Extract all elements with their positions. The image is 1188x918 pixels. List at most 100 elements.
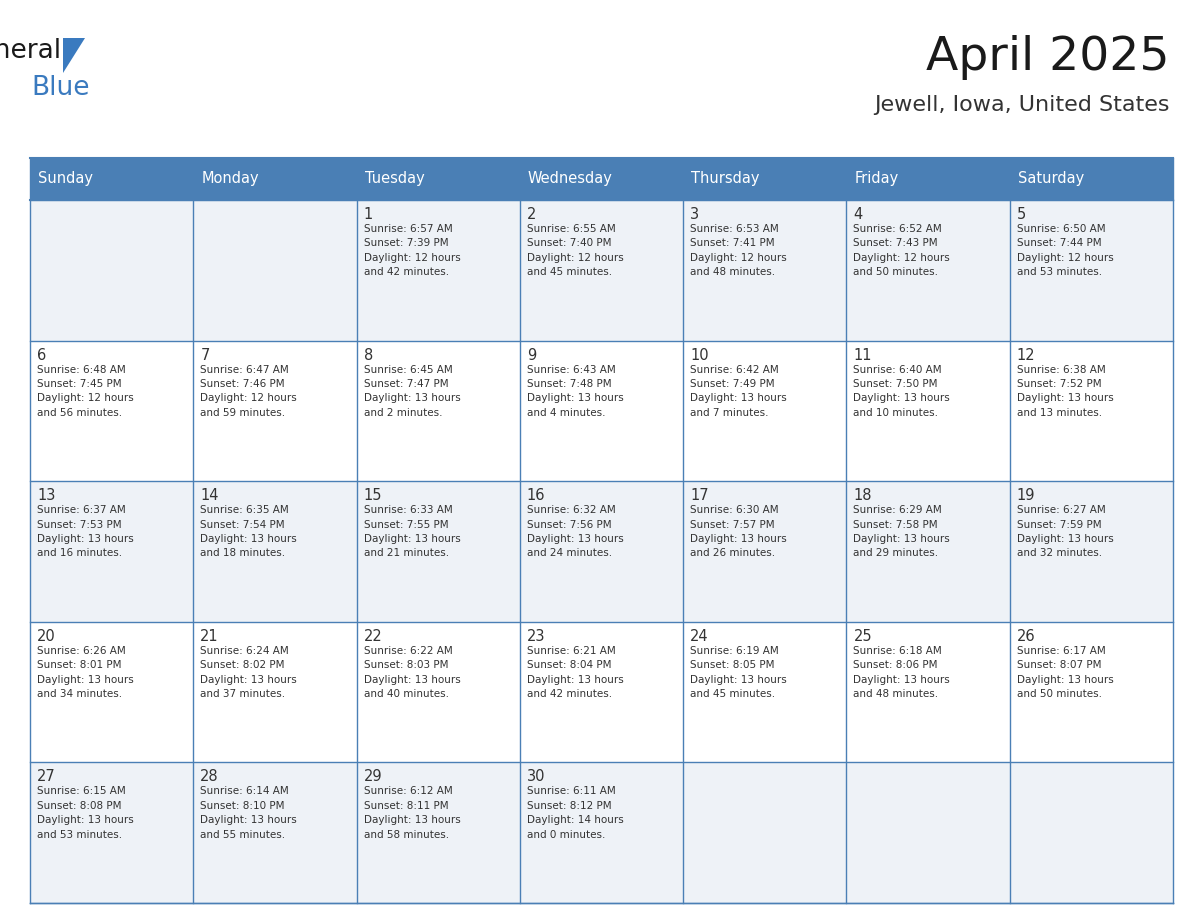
Bar [1010, 621, 1173, 763]
Text: Sunrise: 6:32 AM
Sunset: 7:56 PM
Daylight: 13 hours
and 24 minutes.: Sunrise: 6:32 AM Sunset: 7:56 PM Dayligh… [526, 505, 624, 558]
Text: 4: 4 [853, 207, 862, 222]
Text: Sunrise: 6:12 AM
Sunset: 8:11 PM
Daylight: 13 hours
and 58 minutes.: Sunrise: 6:12 AM Sunset: 8:11 PM Dayligh… [364, 787, 460, 840]
Text: Blue: Blue [32, 75, 90, 101]
Bar [683, 200, 846, 341]
Text: Sunrise: 6:26 AM
Sunset: 8:01 PM
Daylight: 13 hours
and 34 minutes.: Sunrise: 6:26 AM Sunset: 8:01 PM Dayligh… [37, 645, 134, 699]
Text: Sunrise: 6:42 AM
Sunset: 7:49 PM
Daylight: 13 hours
and 7 minutes.: Sunrise: 6:42 AM Sunset: 7:49 PM Dayligh… [690, 364, 786, 418]
Text: Sunrise: 6:27 AM
Sunset: 7:59 PM
Daylight: 13 hours
and 32 minutes.: Sunrise: 6:27 AM Sunset: 7:59 PM Dayligh… [1017, 505, 1113, 558]
Text: 15: 15 [364, 488, 383, 503]
Bar [194, 341, 356, 481]
Text: Sunrise: 6:22 AM
Sunset: 8:03 PM
Daylight: 13 hours
and 40 minutes.: Sunrise: 6:22 AM Sunset: 8:03 PM Dayligh… [364, 645, 460, 699]
Text: Sunrise: 6:53 AM
Sunset: 7:41 PM
Daylight: 12 hours
and 48 minutes.: Sunrise: 6:53 AM Sunset: 7:41 PM Dayligh… [690, 224, 786, 277]
Text: 7: 7 [201, 348, 209, 363]
Bar [683, 763, 846, 903]
Text: Sunrise: 6:55 AM
Sunset: 7:40 PM
Daylight: 12 hours
and 45 minutes.: Sunrise: 6:55 AM Sunset: 7:40 PM Dayligh… [526, 224, 624, 277]
Bar [520, 341, 683, 481]
Text: 10: 10 [690, 348, 709, 363]
Text: 12: 12 [1017, 348, 1035, 363]
Text: 26: 26 [1017, 629, 1035, 644]
Text: Sunrise: 6:40 AM
Sunset: 7:50 PM
Daylight: 13 hours
and 10 minutes.: Sunrise: 6:40 AM Sunset: 7:50 PM Dayligh… [853, 364, 950, 418]
Bar [1010, 481, 1173, 621]
Text: 22: 22 [364, 629, 383, 644]
Text: Sunrise: 6:11 AM
Sunset: 8:12 PM
Daylight: 14 hours
and 0 minutes.: Sunrise: 6:11 AM Sunset: 8:12 PM Dayligh… [526, 787, 624, 840]
Text: Sunrise: 6:43 AM
Sunset: 7:48 PM
Daylight: 13 hours
and 4 minutes.: Sunrise: 6:43 AM Sunset: 7:48 PM Dayligh… [526, 364, 624, 418]
Text: 29: 29 [364, 769, 383, 784]
Text: Monday: Monday [201, 172, 259, 186]
Text: Sunrise: 6:15 AM
Sunset: 8:08 PM
Daylight: 13 hours
and 53 minutes.: Sunrise: 6:15 AM Sunset: 8:08 PM Dayligh… [37, 787, 134, 840]
Bar [356, 200, 520, 341]
Bar [30, 341, 194, 481]
Text: Sunrise: 6:48 AM
Sunset: 7:45 PM
Daylight: 12 hours
and 56 minutes.: Sunrise: 6:48 AM Sunset: 7:45 PM Dayligh… [37, 364, 134, 418]
Bar [194, 621, 356, 763]
Text: Sunrise: 6:38 AM
Sunset: 7:52 PM
Daylight: 13 hours
and 13 minutes.: Sunrise: 6:38 AM Sunset: 7:52 PM Dayligh… [1017, 364, 1113, 418]
Text: 20: 20 [37, 629, 56, 644]
Bar [30, 481, 194, 621]
Text: Sunrise: 6:24 AM
Sunset: 8:02 PM
Daylight: 13 hours
and 37 minutes.: Sunrise: 6:24 AM Sunset: 8:02 PM Dayligh… [201, 645, 297, 699]
Text: Sunrise: 6:21 AM
Sunset: 8:04 PM
Daylight: 13 hours
and 42 minutes.: Sunrise: 6:21 AM Sunset: 8:04 PM Dayligh… [526, 645, 624, 699]
Text: 27: 27 [37, 769, 56, 784]
Text: Sunrise: 6:50 AM
Sunset: 7:44 PM
Daylight: 12 hours
and 53 minutes.: Sunrise: 6:50 AM Sunset: 7:44 PM Dayligh… [1017, 224, 1113, 277]
Bar [520, 200, 683, 341]
Text: Sunrise: 6:45 AM
Sunset: 7:47 PM
Daylight: 13 hours
and 2 minutes.: Sunrise: 6:45 AM Sunset: 7:47 PM Dayligh… [364, 364, 460, 418]
Text: Sunrise: 6:37 AM
Sunset: 7:53 PM
Daylight: 13 hours
and 16 minutes.: Sunrise: 6:37 AM Sunset: 7:53 PM Dayligh… [37, 505, 134, 558]
Bar [683, 341, 846, 481]
Bar [846, 481, 1010, 621]
Bar [30, 621, 194, 763]
Bar [194, 763, 356, 903]
Bar [356, 481, 520, 621]
Text: 18: 18 [853, 488, 872, 503]
Text: Sunrise: 6:14 AM
Sunset: 8:10 PM
Daylight: 13 hours
and 55 minutes.: Sunrise: 6:14 AM Sunset: 8:10 PM Dayligh… [201, 787, 297, 840]
Text: 17: 17 [690, 488, 709, 503]
Bar [520, 763, 683, 903]
Bar [683, 481, 846, 621]
Text: Sunrise: 6:52 AM
Sunset: 7:43 PM
Daylight: 12 hours
and 50 minutes.: Sunrise: 6:52 AM Sunset: 7:43 PM Dayligh… [853, 224, 950, 277]
Text: Sunrise: 6:29 AM
Sunset: 7:58 PM
Daylight: 13 hours
and 29 minutes.: Sunrise: 6:29 AM Sunset: 7:58 PM Dayligh… [853, 505, 950, 558]
Text: 23: 23 [526, 629, 545, 644]
Text: Sunrise: 6:30 AM
Sunset: 7:57 PM
Daylight: 13 hours
and 26 minutes.: Sunrise: 6:30 AM Sunset: 7:57 PM Dayligh… [690, 505, 786, 558]
Bar [194, 481, 356, 621]
Text: 11: 11 [853, 348, 872, 363]
Bar [846, 200, 1010, 341]
Text: Sunrise: 6:57 AM
Sunset: 7:39 PM
Daylight: 12 hours
and 42 minutes.: Sunrise: 6:57 AM Sunset: 7:39 PM Dayligh… [364, 224, 460, 277]
Bar [1010, 341, 1173, 481]
Text: Saturday: Saturday [1018, 172, 1083, 186]
Text: Sunrise: 6:17 AM
Sunset: 8:07 PM
Daylight: 13 hours
and 50 minutes.: Sunrise: 6:17 AM Sunset: 8:07 PM Dayligh… [1017, 645, 1113, 699]
Bar [356, 621, 520, 763]
Bar [520, 621, 683, 763]
Bar [520, 481, 683, 621]
Bar [846, 341, 1010, 481]
Bar [356, 341, 520, 481]
Text: Friday: Friday [854, 172, 898, 186]
Bar [356, 763, 520, 903]
Bar [1010, 763, 1173, 903]
Text: 16: 16 [526, 488, 545, 503]
Text: 24: 24 [690, 629, 709, 644]
Text: Sunrise: 6:18 AM
Sunset: 8:06 PM
Daylight: 13 hours
and 48 minutes.: Sunrise: 6:18 AM Sunset: 8:06 PM Dayligh… [853, 645, 950, 699]
Bar [846, 621, 1010, 763]
Text: Sunrise: 6:19 AM
Sunset: 8:05 PM
Daylight: 13 hours
and 45 minutes.: Sunrise: 6:19 AM Sunset: 8:05 PM Dayligh… [690, 645, 786, 699]
Text: Sunday: Sunday [38, 172, 93, 186]
Text: Sunrise: 6:35 AM
Sunset: 7:54 PM
Daylight: 13 hours
and 18 minutes.: Sunrise: 6:35 AM Sunset: 7:54 PM Dayligh… [201, 505, 297, 558]
Text: 6: 6 [37, 348, 46, 363]
Text: Jewell, Iowa, United States: Jewell, Iowa, United States [874, 95, 1170, 115]
Text: 5: 5 [1017, 207, 1026, 222]
Text: Sunrise: 6:33 AM
Sunset: 7:55 PM
Daylight: 13 hours
and 21 minutes.: Sunrise: 6:33 AM Sunset: 7:55 PM Dayligh… [364, 505, 460, 558]
Text: 9: 9 [526, 348, 536, 363]
Text: 14: 14 [201, 488, 219, 503]
Bar [1010, 200, 1173, 341]
Bar [194, 200, 356, 341]
Text: Wednesday: Wednesday [527, 172, 613, 186]
Text: 1: 1 [364, 207, 373, 222]
Text: 2: 2 [526, 207, 536, 222]
Bar [683, 621, 846, 763]
Text: Sunrise: 6:47 AM
Sunset: 7:46 PM
Daylight: 12 hours
and 59 minutes.: Sunrise: 6:47 AM Sunset: 7:46 PM Dayligh… [201, 364, 297, 418]
Text: 8: 8 [364, 348, 373, 363]
Text: Thursday: Thursday [691, 172, 759, 186]
Bar [30, 158, 1173, 200]
Text: General: General [0, 38, 62, 64]
Text: 13: 13 [37, 488, 56, 503]
Text: 19: 19 [1017, 488, 1035, 503]
Text: April 2025: April 2025 [927, 35, 1170, 80]
Bar [846, 763, 1010, 903]
Text: 25: 25 [853, 629, 872, 644]
